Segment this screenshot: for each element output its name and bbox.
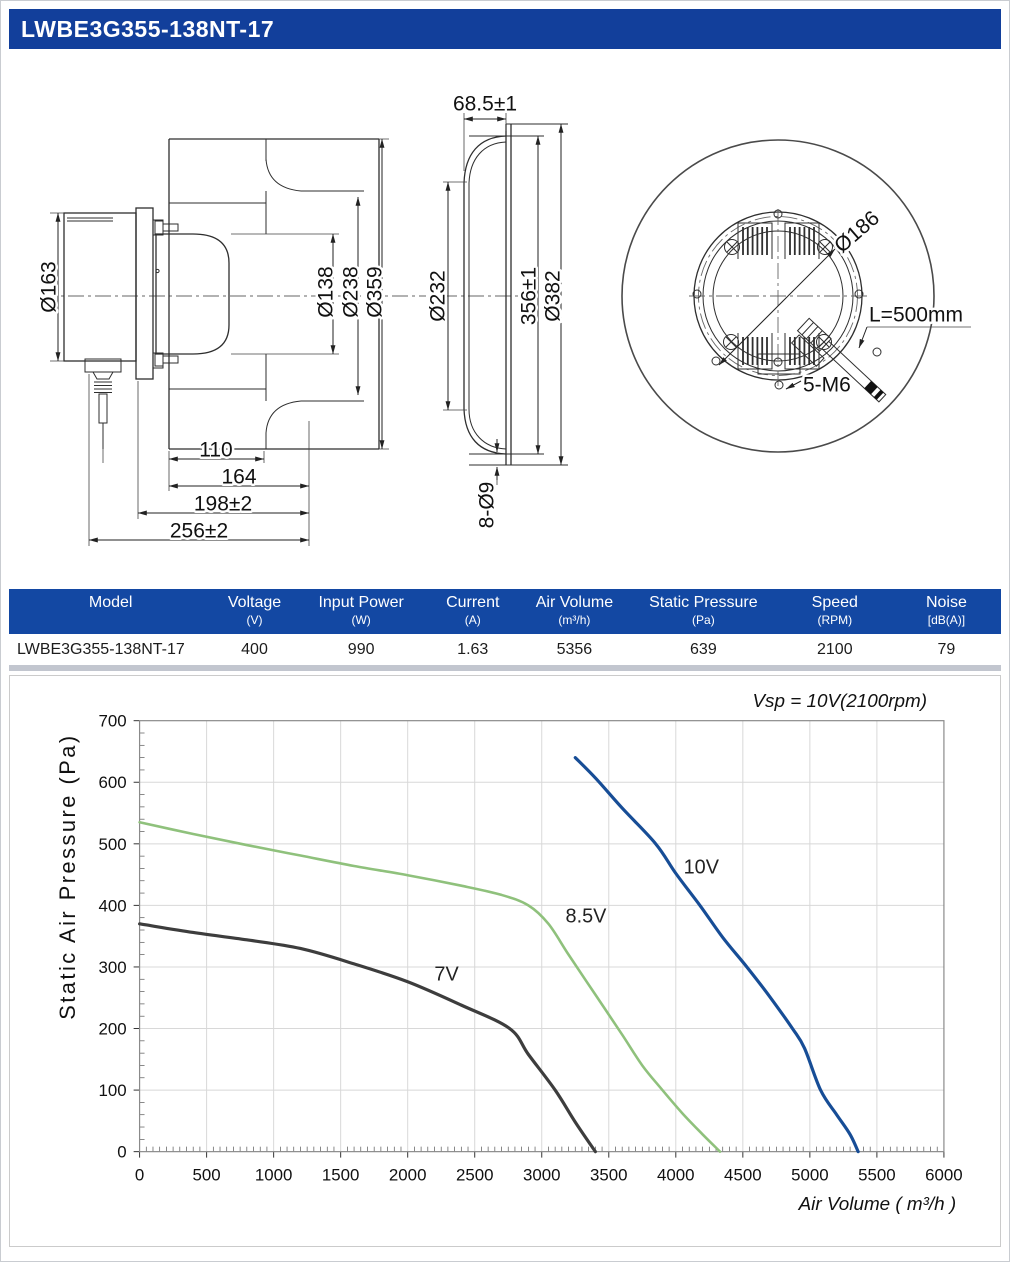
svg-text:300: 300 — [99, 958, 127, 977]
chart-series-8.5V: 8.5V — [138, 820, 722, 1153]
chart-series-7V: 7V — [137, 922, 597, 1154]
svg-text:1000: 1000 — [255, 1165, 293, 1184]
table-row: LWBE3G355-138NT-17 400 990 1.63 5356 639… — [9, 634, 1001, 668]
chart-axis-titles: Static Air Pressure (Pa) Air Volume ( m³/… — [55, 690, 956, 1214]
col-air-volume: Air Volume (m³/h) — [519, 589, 629, 634]
label-screws: 5-M6 — [803, 374, 851, 397]
y-axis-title: Static Air Pressure (Pa) — [55, 733, 80, 1019]
cell-speed: 2100 — [777, 634, 892, 668]
performance-chart-box: 0 500 1000 1500 2000 2500 3000 3500 4000 4500 5000… — [9, 675, 1001, 1247]
svg-text:200: 200 — [99, 1019, 127, 1038]
dim-110: 110 — [199, 439, 232, 462]
svg-text:1500: 1500 — [322, 1165, 360, 1184]
svg-text:3500: 3500 — [590, 1165, 628, 1184]
label-cable-length: L=500mm — [869, 304, 963, 327]
svg-text:700: 700 — [99, 712, 127, 731]
dim-356: 356±1 — [518, 267, 541, 325]
col-noise: Noise [dB(A)] — [891, 589, 1001, 634]
series-label-7V: 7V — [434, 963, 459, 985]
svg-text:100: 100 — [99, 1081, 127, 1100]
svg-text:500: 500 — [99, 835, 127, 854]
cell-model: LWBE3G355-138NT-17 — [9, 634, 213, 668]
dim-depth: 68.5±1 — [453, 93, 517, 116]
col-voltage: Voltage (V) — [212, 589, 297, 634]
chart-frame — [138, 720, 945, 1153]
series-label-8.5V: 8.5V — [566, 906, 608, 928]
cell-current: 1.63 — [425, 634, 520, 668]
svg-text:6000: 6000 — [925, 1165, 963, 1184]
dim-164: 164 — [221, 466, 256, 489]
dim-256: 256±2 — [170, 520, 228, 543]
power-cable — [790, 317, 887, 403]
svg-text:4000: 4000 — [657, 1165, 695, 1184]
col-static-pressure: Static Pressure (Pa) — [628, 589, 778, 634]
chart-annotation: Vsp = 10V(2100rpm) — [752, 690, 927, 711]
col-current: Current (A) — [425, 589, 520, 634]
cell-input-power: 990 — [296, 634, 426, 668]
dim-dia359: Ø359 — [364, 266, 387, 317]
dim-198: 198±2 — [194, 493, 252, 516]
bolt-top — [154, 220, 179, 235]
svg-text:500: 500 — [193, 1165, 221, 1184]
svg-text:5000: 5000 — [791, 1165, 829, 1184]
svg-text:3000: 3000 — [523, 1165, 561, 1184]
performance-chart: 0 500 1000 1500 2000 2500 3000 3500 4000 4500 5000… — [55, 690, 963, 1214]
dim-dia163: Ø163 — [38, 261, 61, 312]
dim-dia186: Ø186 — [830, 206, 884, 257]
svg-text:0: 0 — [117, 1143, 126, 1162]
chart-tick-labels: 0 500 1000 1500 2000 2500 3000 3500 4000 4500 5000… — [99, 712, 963, 1185]
dim-holes: 8-Ø9 — [476, 482, 499, 529]
chart-series-10V: 10V — [573, 756, 860, 1154]
rear-view-drawing: Ø186 L=500mm 5-M6 — [621, 139, 971, 453]
spec-table: Model Voltage (V) Input Power (W) Current(… — [9, 589, 1001, 671]
svg-text:4500: 4500 — [724, 1165, 762, 1184]
chart-ticks — [133, 720, 945, 1158]
svg-text:0: 0 — [135, 1165, 144, 1184]
svg-text:5500: 5500 — [858, 1165, 896, 1184]
svg-text:2500: 2500 — [456, 1165, 494, 1184]
svg-text:600: 600 — [99, 773, 127, 792]
page-title: LWBE3G355-138NT-17 — [9, 9, 1001, 49]
side-view-drawing: Ø163 Ø138 Ø238 Ø359 110 164 198±2 256±2 — [35, 138, 426, 546]
chart-grid — [139, 720, 944, 1152]
table-header-row: Model Voltage (V) Input Power (W) Current(… — [9, 589, 1001, 634]
dim-dia238: Ø238 — [340, 266, 363, 317]
technical-drawings: Ø163 Ø138 Ø238 Ø359 110 164 198±2 256±2 — [9, 49, 1001, 583]
dim-dia138: Ø138 — [315, 266, 338, 317]
bolt-bottom — [154, 352, 179, 367]
inlet-view-drawing: 68.5±1 Ø232 356±1 Ø382 8-Ø9 — [424, 90, 568, 531]
cell-voltage: 400 — [212, 634, 297, 668]
cell-air-volume: 5356 — [519, 634, 629, 668]
cable-gland — [84, 358, 122, 463]
col-model: Model — [9, 589, 213, 634]
svg-text:2000: 2000 — [389, 1165, 427, 1184]
dim-dia382: Ø382 — [542, 270, 565, 321]
cell-static-pressure: 639 — [628, 634, 778, 668]
col-input-power: Input Power (W) — [296, 589, 426, 634]
dim-dia232: Ø232 — [427, 270, 450, 321]
svg-text:400: 400 — [99, 896, 127, 915]
series-label-10V: 10V — [684, 856, 720, 878]
cell-noise: 79 — [891, 634, 1001, 668]
col-speed: Speed (RPM) — [777, 589, 892, 634]
x-axis-title: Air Volume ( m³/h ) — [798, 1193, 957, 1214]
